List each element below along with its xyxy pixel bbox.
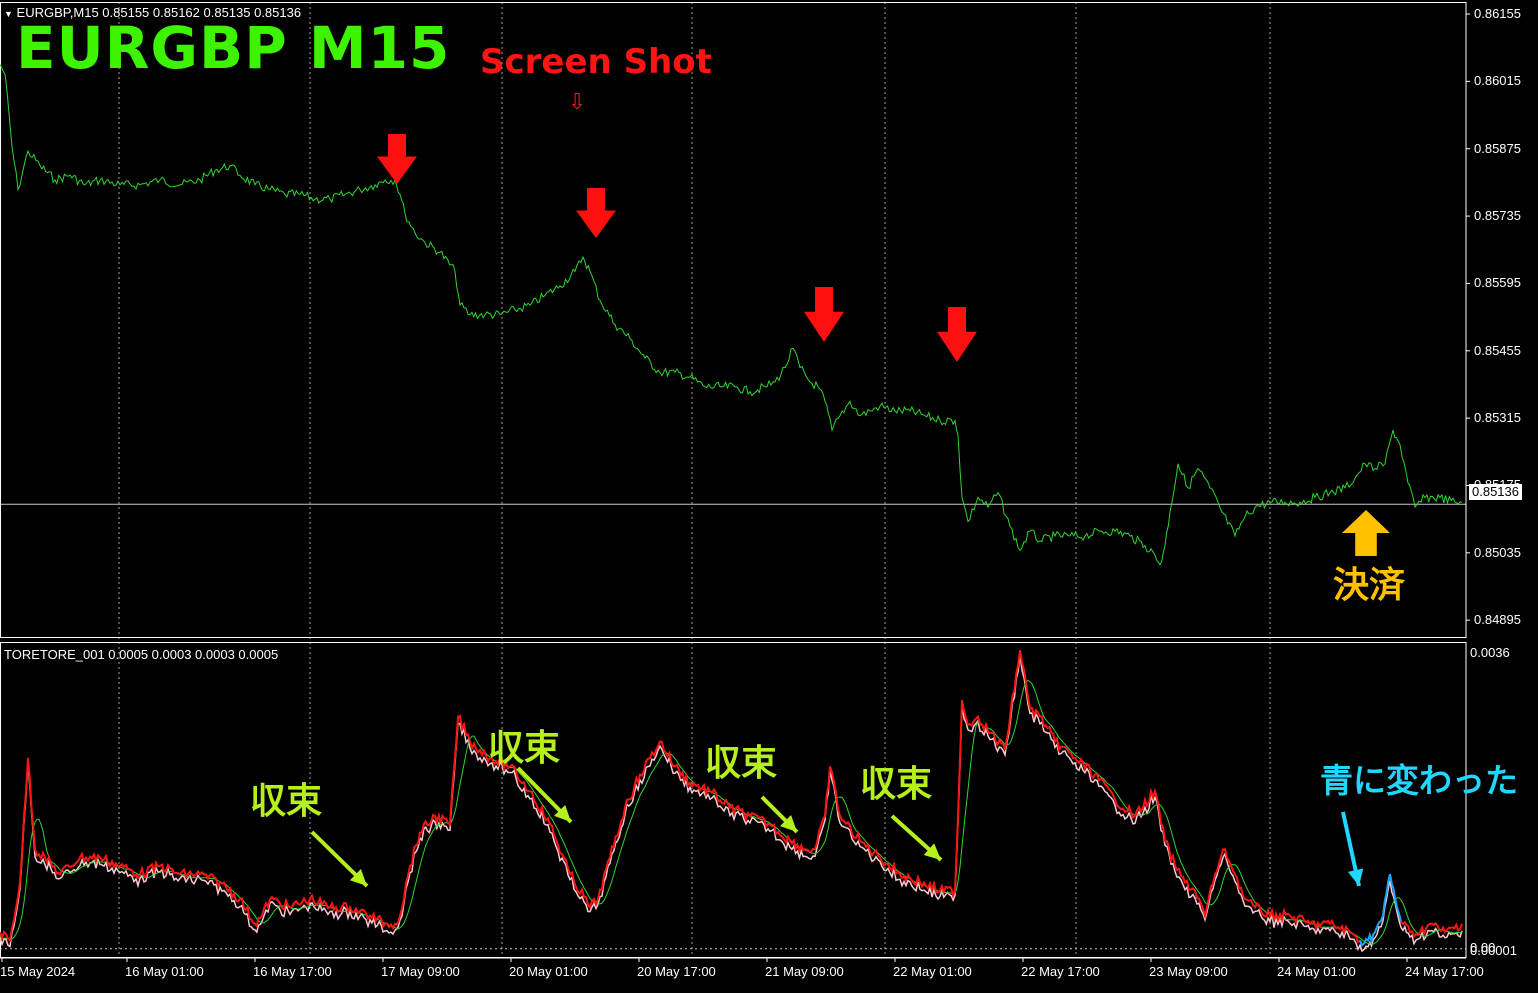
time-tick-label: 17 May 09:00	[381, 964, 460, 979]
price-line	[0, 64, 1463, 566]
indicator-pane-frame	[0, 642, 1467, 958]
indicator-tick-label: 0.0036	[1470, 645, 1510, 660]
time-tick-label: 24 May 01:00	[1277, 964, 1356, 979]
chart-grid	[0, 2, 1466, 957]
indicator-main-line	[0, 650, 1361, 944]
price-tick-label: 0.85455	[1474, 342, 1521, 358]
converge-pointer-arrow-icon-head	[923, 843, 941, 860]
time-tick-label: 15 May 2024	[0, 964, 76, 979]
time-tick-label: 20 May 17:00	[637, 964, 716, 979]
indicator-series	[0, 650, 1463, 953]
sell-signal-arrow-icon	[576, 188, 616, 238]
converge-label-1: 収束	[250, 781, 323, 822]
time-tick-label: 20 May 01:00	[509, 964, 588, 979]
time-tick-label: 22 May 17:00	[1021, 964, 1100, 979]
time-tick-label: 16 May 01:00	[125, 964, 204, 979]
price-tick-label: 0.86155	[1474, 6, 1521, 22]
indicator-blue-line	[1359, 873, 1402, 947]
indicator-tick-label: 0.00001	[1470, 943, 1517, 958]
price-tick-label: 0.85315	[1474, 410, 1521, 426]
converge-label-4: 収束	[860, 764, 933, 805]
sell-signal-arrow-icon	[804, 287, 844, 342]
price-tick-label: 0.85875	[1474, 140, 1521, 156]
sell-signal-arrow-icon	[377, 134, 417, 184]
blue-changed-label: 青に変わった	[1320, 761, 1518, 800]
indicator-pink-line	[0, 655, 1463, 953]
time-tick-label: 21 May 09:00	[765, 964, 844, 979]
converge-label-2: 収束	[488, 728, 561, 769]
indicator-header: TORETORE_001 0.0005 0.0003 0.0003 0.0005	[4, 647, 279, 662]
price-tick-label: 0.86015	[1474, 73, 1521, 89]
indicator-main-line-tail	[1400, 920, 1463, 939]
annotation-marks	[310, 134, 1390, 888]
time-tick-label: 22 May 01:00	[893, 964, 972, 979]
time-tick-label: 23 May 09:00	[1149, 964, 1228, 979]
price-tick-label: 0.84895	[1474, 612, 1521, 628]
converge-pointer-arrow-icon-head	[554, 804, 571, 822]
price-tick-label: 0.85735	[1474, 208, 1521, 224]
time-tick-label: 16 May 17:00	[253, 964, 332, 979]
blue-pointer-arrow-icon-head	[1347, 868, 1364, 886]
collapse-triangle-icon[interactable]: ▼	[4, 9, 13, 19]
price-pane-frame	[0, 2, 1467, 638]
price-tick-label: 0.85035	[1474, 544, 1521, 560]
converge-label-3: 収束	[705, 743, 778, 784]
indicator-tick-label: 0.00	[1470, 940, 1496, 955]
converge-pointer-arrow-icon-head	[780, 815, 797, 832]
sell-signal-arrow-icon	[937, 307, 977, 362]
settle-up-arrow-icon	[1342, 510, 1390, 556]
settle-label: 決済	[1333, 565, 1406, 606]
current-price-box: 0.85136	[1469, 484, 1522, 500]
time-tick-label: 24 May 17:00	[1405, 964, 1484, 979]
screenshot-label: Screen Shot	[480, 42, 712, 82]
screenshot-down-arrow-icon: ⇩	[568, 90, 587, 115]
price-tick-label: 0.85595	[1474, 275, 1521, 291]
price-series	[0, 64, 1463, 566]
chart-frame	[0, 2, 1470, 962]
indicator-green-line	[0, 679, 1463, 945]
page-title: EURGBP M15	[16, 14, 451, 82]
symbol-header: ▼ EURGBP,M15 0.85155 0.85162 0.85135 0.8…	[4, 5, 301, 20]
converge-pointer-arrow-icon-head	[349, 869, 367, 886]
symbol-header-text: EURGBP,M15 0.85155 0.85162 0.85135 0.851…	[16, 5, 302, 20]
